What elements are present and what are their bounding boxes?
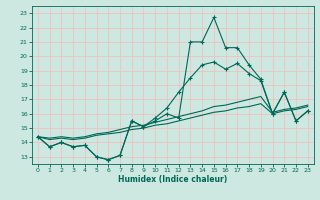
X-axis label: Humidex (Indice chaleur): Humidex (Indice chaleur) [118,175,228,184]
